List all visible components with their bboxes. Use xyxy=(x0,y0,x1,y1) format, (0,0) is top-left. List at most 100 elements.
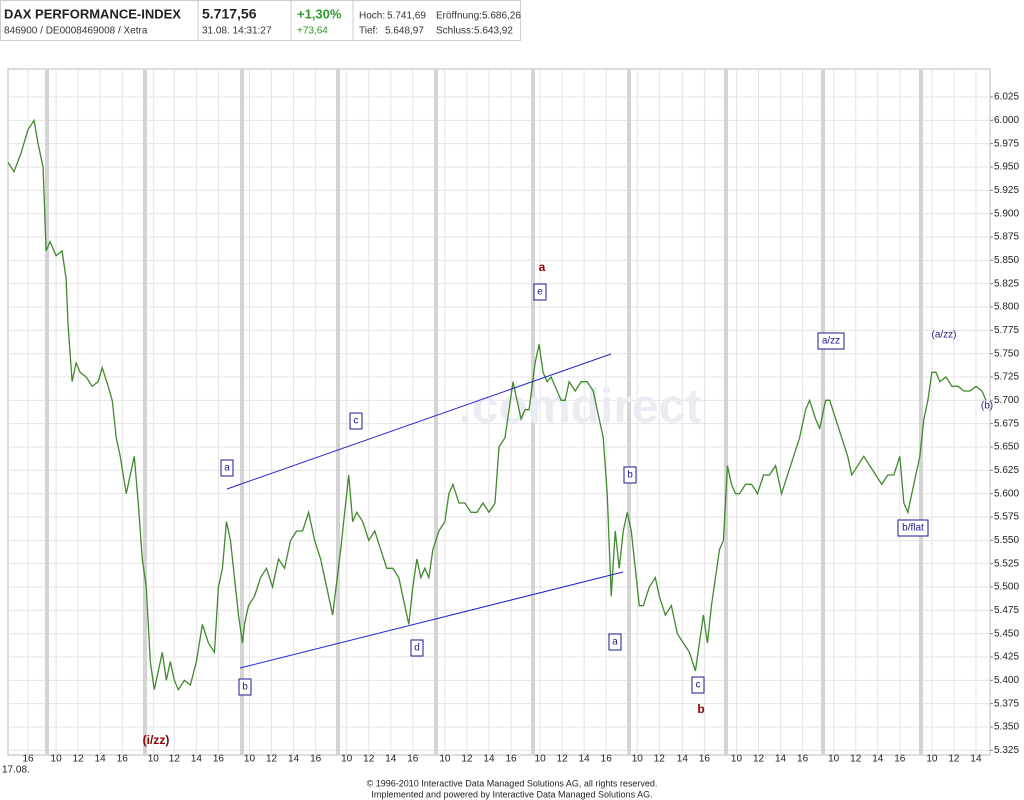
wave-label: e xyxy=(537,287,543,298)
x-tick-label: 16 xyxy=(407,754,419,765)
label-box xyxy=(897,519,929,537)
powered-by: Implemented and powered by Interactive D… xyxy=(371,789,652,799)
wave-label: c xyxy=(354,416,359,427)
marks xyxy=(7,118,987,692)
separator xyxy=(336,69,340,755)
x-tick-label: 10 xyxy=(535,754,547,765)
x-tick-label: 10 xyxy=(51,754,63,765)
label-box xyxy=(238,678,252,696)
x-tick-label: 14 xyxy=(288,754,300,765)
x-tick-label: 16 xyxy=(117,754,129,765)
x-tick-label: 12 xyxy=(461,754,473,765)
y-tick-label: 5.450 xyxy=(994,628,1019,639)
x-tick-label: 14 xyxy=(483,754,495,765)
y-tick-label: 5.575 xyxy=(994,512,1019,523)
y-tick-label: 5.500 xyxy=(994,582,1019,593)
x-tick-label: 14 xyxy=(579,754,591,765)
x-tick-label: 16 xyxy=(797,754,809,765)
separator xyxy=(724,69,728,755)
y-tick-label: 5.825 xyxy=(994,278,1019,289)
y-tick-label: 5.775 xyxy=(994,325,1019,336)
separator xyxy=(45,69,49,755)
low: 5.648,97 xyxy=(385,26,424,37)
change-abs: +73,64 xyxy=(297,26,328,37)
y-tick-label: 5.850 xyxy=(994,255,1019,266)
y-tick-label: 5.975 xyxy=(994,138,1019,149)
low-label: Tief: xyxy=(359,26,378,37)
close: 5.643,92 xyxy=(474,26,513,37)
x-tick-label: 14 xyxy=(775,754,787,765)
y-tick-label: 5.425 xyxy=(994,652,1019,663)
x-tick-label: 14 xyxy=(191,754,203,765)
y-tick-label: 5.550 xyxy=(994,535,1019,546)
time: 31.08. 14:31:27 xyxy=(202,26,272,37)
wave-label-major: (i/zz) xyxy=(143,733,170,747)
x-tick-label: 16 xyxy=(22,754,34,765)
open: 5.686,26 xyxy=(482,11,521,22)
wave-label: b xyxy=(627,470,633,481)
y-tick-label: 5.750 xyxy=(994,348,1019,359)
y-tick-label: 5.600 xyxy=(994,488,1019,499)
wave-label: a xyxy=(612,637,618,648)
wave-label: c xyxy=(696,680,701,691)
change-pct: +1,30% xyxy=(297,6,342,21)
x-tick-label: 10 xyxy=(341,754,353,765)
x-tick-label: 16 xyxy=(894,754,906,765)
x-tick-label: 16 xyxy=(310,754,322,765)
price-line xyxy=(7,118,987,692)
x-tick-label: 16 xyxy=(601,754,613,765)
y-tick-label: 5.875 xyxy=(994,232,1019,243)
x-tick-label: 10 xyxy=(148,754,160,765)
wave-label: b xyxy=(242,682,248,693)
wave-label: a/zz xyxy=(822,336,840,347)
x-tick-label: 14 xyxy=(677,754,689,765)
wave-label: b/flat xyxy=(902,523,924,534)
x-tick-label: 12 xyxy=(557,754,569,765)
grid xyxy=(8,69,990,755)
y-tick-label: 5.900 xyxy=(994,208,1019,219)
label-box xyxy=(349,412,363,430)
y-tick-label: 5.325 xyxy=(994,745,1019,756)
y-tick-label: 5.725 xyxy=(994,372,1019,383)
x-tick-label: 12 xyxy=(363,754,375,765)
y-tick-label: 5.700 xyxy=(994,395,1019,406)
x-tick-label: 16 xyxy=(505,754,517,765)
header: DAX PERFORMANCE-INDEX 846900 / DE0008469… xyxy=(0,0,521,41)
x-tick-label: 16 xyxy=(213,754,225,765)
label-box xyxy=(220,459,234,477)
label-box xyxy=(623,466,637,484)
price: 5.717,56 xyxy=(202,6,257,22)
close-label: Schluss: xyxy=(436,26,474,37)
separator xyxy=(627,69,631,755)
wave-label-major: a xyxy=(539,260,546,274)
wave-label-plain: (a/zz) xyxy=(932,330,957,341)
x-tick-label: 10 xyxy=(731,754,743,765)
x-tick-label: 12 xyxy=(169,754,181,765)
y-tick-label: 5.400 xyxy=(994,675,1019,686)
y-tick-label: 6.025 xyxy=(994,92,1019,103)
index-ids: 846900 / DE0008469008 / Xetra xyxy=(4,26,148,37)
label-box xyxy=(410,639,424,657)
x-tick-label: 10 xyxy=(439,754,451,765)
x-tick-label: 12 xyxy=(753,754,765,765)
label-box xyxy=(817,332,845,350)
x-tick-label: 12 xyxy=(73,754,85,765)
copyright: © 1996-2010 Interactive Data Managed Sol… xyxy=(367,778,658,788)
label-box xyxy=(533,283,547,301)
wave-label-plain: (b) xyxy=(981,401,993,412)
high: 5.741,69 xyxy=(387,11,426,22)
x-tick-label: 14 xyxy=(385,754,397,765)
channel xyxy=(226,353,624,669)
separator xyxy=(434,69,438,755)
y-tick-label: 5.525 xyxy=(994,558,1019,569)
x-tick-label: 10 xyxy=(926,754,938,765)
label-box xyxy=(691,676,705,694)
channel-upper xyxy=(226,353,612,490)
annotations: a b c d e a b c a/zz b/flat a (i/zz) b (… xyxy=(143,260,993,747)
x-tick-label: 14 xyxy=(872,754,884,765)
separator xyxy=(240,69,244,755)
y-tick-label: 5.475 xyxy=(994,605,1019,616)
watermark: .comdirect xyxy=(459,381,702,434)
y-tick-label: 5.675 xyxy=(994,418,1019,429)
